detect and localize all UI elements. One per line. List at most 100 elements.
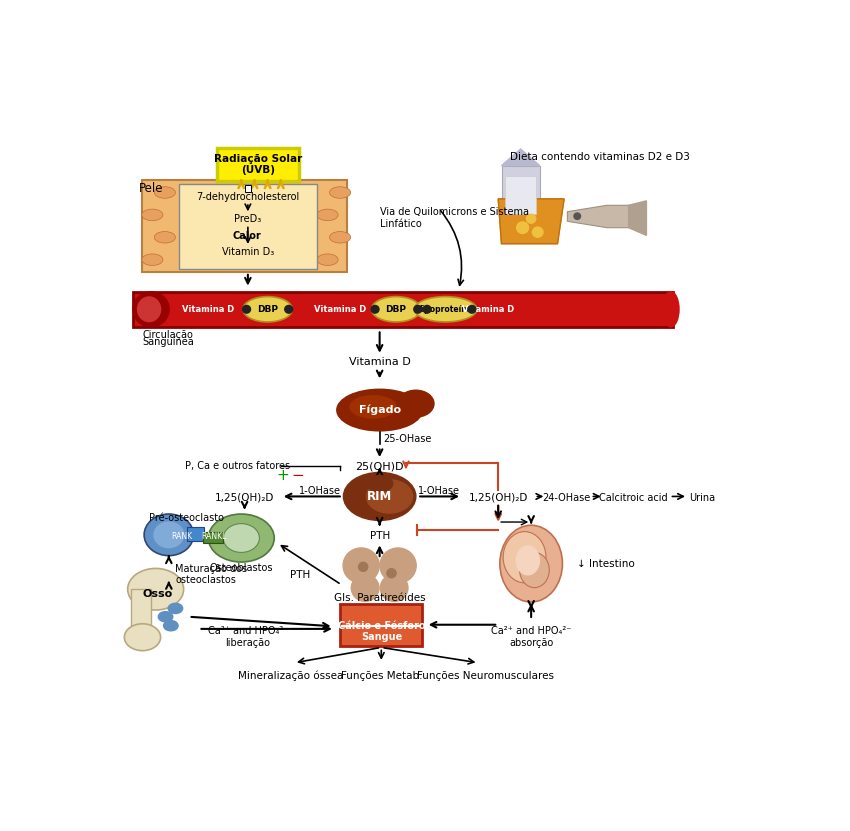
Text: Vitamina D: Vitamina D <box>314 305 366 314</box>
Ellipse shape <box>337 389 422 430</box>
Text: PTH: PTH <box>291 569 311 579</box>
Circle shape <box>285 306 292 313</box>
Ellipse shape <box>142 254 163 265</box>
Circle shape <box>414 306 422 313</box>
Ellipse shape <box>414 297 477 322</box>
Circle shape <box>371 306 379 313</box>
Text: 25(OH)D: 25(OH)D <box>355 461 404 471</box>
Ellipse shape <box>142 209 163 221</box>
Ellipse shape <box>154 522 184 548</box>
Text: 1-OHase: 1-OHase <box>418 486 460 496</box>
Circle shape <box>242 306 251 313</box>
Circle shape <box>387 568 396 578</box>
Polygon shape <box>629 201 646 235</box>
Ellipse shape <box>124 624 161 651</box>
Circle shape <box>468 306 476 313</box>
Text: lipoproteína: lipoproteína <box>419 305 472 314</box>
Text: Sangue: Sangue <box>361 632 402 642</box>
Ellipse shape <box>138 297 161 322</box>
Text: Sanguínea: Sanguínea <box>143 337 195 347</box>
Ellipse shape <box>662 292 679 327</box>
Text: Calor: Calor <box>233 231 262 241</box>
Ellipse shape <box>155 232 175 243</box>
Ellipse shape <box>398 391 434 417</box>
Ellipse shape <box>133 292 169 327</box>
Ellipse shape <box>224 524 259 553</box>
Polygon shape <box>498 199 564 243</box>
Circle shape <box>517 222 529 234</box>
Text: Vitamina D: Vitamina D <box>462 305 514 314</box>
Text: Radiação Solar
(UVB): Radiação Solar (UVB) <box>213 154 302 175</box>
Circle shape <box>423 306 431 313</box>
Text: Via de Quilomicrons e Sistema
Linfático: Via de Quilomicrons e Sistema Linfático <box>380 207 529 229</box>
FancyBboxPatch shape <box>506 176 536 214</box>
Ellipse shape <box>128 568 184 610</box>
Text: Osso: Osso <box>143 588 173 598</box>
Text: Vitamin D₃: Vitamin D₃ <box>222 247 274 257</box>
Text: Pele: Pele <box>139 181 164 194</box>
Text: DBP: DBP <box>386 305 406 314</box>
Text: RIM: RIM <box>367 490 392 503</box>
Text: Funções Neuromusculares: Funções Neuromusculares <box>416 671 553 681</box>
Polygon shape <box>502 149 540 165</box>
Text: Mineralização óssea: Mineralização óssea <box>238 671 343 681</box>
Text: +: + <box>276 468 289 483</box>
Text: 1,25(OH)₂D: 1,25(OH)₂D <box>468 493 528 503</box>
Ellipse shape <box>500 525 563 602</box>
Text: PreD₃: PreD₃ <box>235 214 262 224</box>
FancyBboxPatch shape <box>217 148 299 181</box>
Ellipse shape <box>144 514 194 556</box>
FancyBboxPatch shape <box>131 589 151 641</box>
Ellipse shape <box>371 297 421 322</box>
Ellipse shape <box>330 232 351 243</box>
Ellipse shape <box>163 621 178 631</box>
Ellipse shape <box>155 187 175 199</box>
Circle shape <box>532 227 543 238</box>
Text: Ca²⁺ and HPO₄²⁻
absorção: Ca²⁺ and HPO₄²⁻ absorção <box>491 627 571 648</box>
Text: Cálcio e Fósforo: Cálcio e Fósforo <box>337 622 425 632</box>
FancyBboxPatch shape <box>178 184 317 269</box>
Text: 1-OHase: 1-OHase <box>299 486 342 496</box>
Ellipse shape <box>366 479 412 513</box>
Ellipse shape <box>317 254 338 265</box>
Text: Ca²⁺ and HPO₄²⁻
liberação: Ca²⁺ and HPO₄²⁻ liberação <box>207 627 288 648</box>
Polygon shape <box>568 205 646 228</box>
Text: Pré-osteoclasto: Pré-osteoclasto <box>149 513 224 523</box>
Ellipse shape <box>351 574 379 602</box>
Circle shape <box>526 214 536 224</box>
Ellipse shape <box>519 553 549 588</box>
Ellipse shape <box>330 187 351 199</box>
Text: 25-OHase: 25-OHase <box>382 434 431 444</box>
FancyBboxPatch shape <box>187 527 204 541</box>
Ellipse shape <box>208 514 275 562</box>
Text: Osteoblastos: Osteoblastos <box>210 563 273 573</box>
Text: RANKL: RANKL <box>201 532 226 541</box>
Ellipse shape <box>380 574 408 602</box>
Text: −: − <box>291 468 303 483</box>
Ellipse shape <box>516 546 540 575</box>
Text: Dieta contendo vitaminas D2 e D3: Dieta contendo vitaminas D2 e D3 <box>510 152 690 162</box>
Text: P, Ca e outros fatores: P, Ca e outros fatores <box>185 461 291 471</box>
FancyBboxPatch shape <box>502 165 540 218</box>
Text: PTH: PTH <box>370 531 390 541</box>
FancyBboxPatch shape <box>203 532 223 543</box>
FancyBboxPatch shape <box>133 292 672 327</box>
FancyBboxPatch shape <box>143 179 347 273</box>
Text: Fígado: Fígado <box>359 405 400 416</box>
Ellipse shape <box>343 473 416 520</box>
Ellipse shape <box>350 396 396 418</box>
Ellipse shape <box>158 612 173 622</box>
Text: 7-dehydrocholesterol: 7-dehydrocholesterol <box>196 192 299 202</box>
Text: Funções Metab.: Funções Metab. <box>341 671 422 681</box>
Text: 1,25(OH)₂D: 1,25(OH)₂D <box>215 493 275 503</box>
Ellipse shape <box>366 475 393 492</box>
Text: Vitamina D: Vitamina D <box>182 305 235 314</box>
Text: RANK: RANK <box>172 532 193 541</box>
Ellipse shape <box>243 297 292 322</box>
Text: Urina: Urina <box>689 493 716 503</box>
Polygon shape <box>498 199 564 243</box>
Text: Maturação dos
osteoclastos: Maturação dos osteoclastos <box>175 563 247 585</box>
Ellipse shape <box>380 548 416 583</box>
Circle shape <box>359 563 368 571</box>
Ellipse shape <box>343 548 379 583</box>
